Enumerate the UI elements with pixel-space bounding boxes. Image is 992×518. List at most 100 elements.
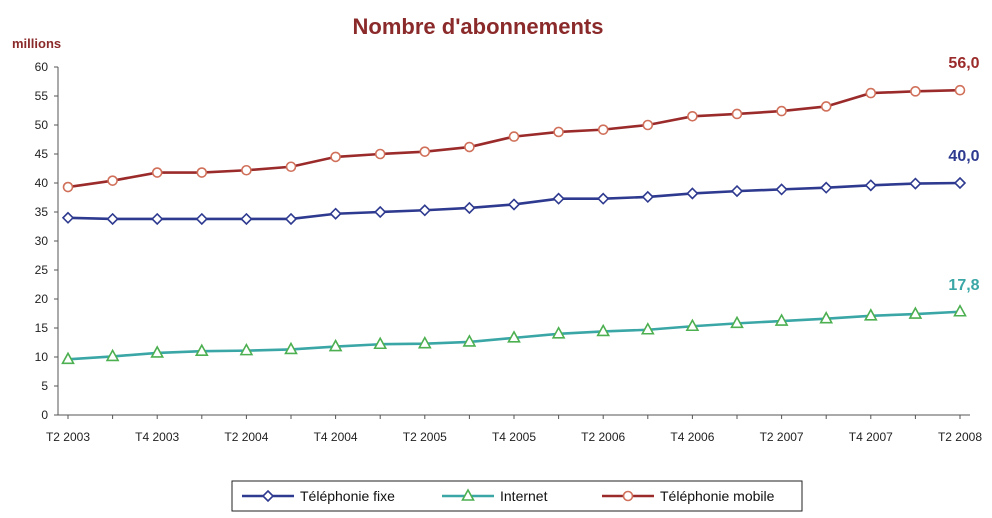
data-point bbox=[596, 323, 611, 337]
data-point bbox=[284, 341, 298, 355]
data-point bbox=[775, 183, 788, 196]
data-point bbox=[685, 318, 700, 332]
y-tick-label: 60 bbox=[35, 60, 49, 74]
x-tick-label: T4 2006 bbox=[670, 430, 714, 444]
y-tick-label: 50 bbox=[35, 118, 49, 132]
x-tick-label: T2 2005 bbox=[403, 430, 447, 444]
data-point bbox=[686, 187, 699, 200]
legend-box bbox=[231, 480, 803, 512]
data-point bbox=[373, 336, 388, 350]
data-point bbox=[508, 131, 520, 142]
data-point bbox=[507, 330, 521, 343]
data-point bbox=[240, 212, 253, 226]
data-point bbox=[597, 124, 609, 135]
data-point bbox=[640, 322, 655, 335]
data-point bbox=[687, 111, 698, 122]
y-tick-label: 55 bbox=[35, 89, 49, 103]
data-point bbox=[285, 161, 297, 173]
data-point bbox=[863, 308, 878, 321]
end-value-label: 17,8 bbox=[948, 277, 979, 294]
data-point bbox=[419, 146, 431, 157]
data-point bbox=[151, 212, 164, 226]
data-point bbox=[417, 335, 432, 349]
legend-marker bbox=[622, 490, 634, 502]
y-tick-label: 0 bbox=[41, 408, 48, 422]
data-point bbox=[954, 84, 966, 96]
legend-label: Téléphonie mobile bbox=[660, 488, 775, 504]
end-value-label: 40,0 bbox=[948, 148, 979, 165]
y-axis-unit-label: millions bbox=[12, 36, 61, 51]
data-point bbox=[908, 306, 923, 319]
data-point bbox=[62, 181, 74, 193]
data-point bbox=[910, 86, 921, 97]
legend-marker bbox=[261, 489, 275, 503]
data-point bbox=[820, 181, 833, 194]
legend-item: Internet bbox=[442, 488, 548, 504]
x-tick-label: T2 2004 bbox=[224, 430, 268, 444]
data-point bbox=[820, 101, 832, 112]
data-point bbox=[730, 315, 744, 329]
y-tick-label: 35 bbox=[35, 205, 49, 219]
data-point bbox=[642, 119, 654, 131]
y-tick-label: 30 bbox=[35, 234, 49, 248]
data-point bbox=[553, 126, 564, 138]
data-point bbox=[61, 351, 75, 365]
legend-label: Internet bbox=[500, 488, 548, 504]
data-point bbox=[730, 184, 744, 198]
data-point bbox=[464, 141, 475, 153]
data-point bbox=[107, 175, 118, 186]
series-t-l-phonie-mobile bbox=[62, 84, 966, 193]
data-point bbox=[463, 201, 476, 215]
y-tick-label: 10 bbox=[35, 350, 49, 364]
data-point bbox=[194, 343, 209, 357]
y-tick-label: 45 bbox=[35, 147, 49, 161]
data-point bbox=[374, 205, 387, 219]
data-point bbox=[61, 211, 75, 224]
y-tick-label: 20 bbox=[35, 292, 49, 306]
x-tick-label: T4 2003 bbox=[135, 430, 179, 444]
data-point bbox=[597, 192, 610, 205]
data-point bbox=[106, 212, 119, 226]
data-point bbox=[953, 176, 967, 190]
y-tick-label: 5 bbox=[41, 379, 48, 393]
data-point bbox=[819, 311, 834, 324]
data-point bbox=[551, 326, 566, 339]
data-point bbox=[151, 167, 163, 178]
data-point bbox=[641, 190, 654, 204]
data-point bbox=[196, 167, 208, 178]
data-point bbox=[953, 304, 967, 317]
x-tick-label: T4 2004 bbox=[314, 430, 358, 444]
data-point bbox=[507, 198, 521, 211]
x-tick-label: T2 2007 bbox=[760, 430, 804, 444]
data-point bbox=[462, 334, 477, 347]
data-point bbox=[284, 212, 298, 226]
x-tick-label: T2 2003 bbox=[46, 430, 90, 444]
series-layer bbox=[61, 84, 967, 365]
data-point bbox=[552, 192, 565, 205]
chart-title: Nombre d'abonnements bbox=[353, 14, 604, 39]
legend: Téléphonie fixe Internet Téléphonie mobile bbox=[231, 480, 803, 512]
data-point bbox=[909, 177, 922, 190]
y-tick-label: 40 bbox=[35, 176, 49, 190]
end-labels: 40,0 17,8 56,0 bbox=[948, 55, 979, 294]
y-tick-label: 25 bbox=[35, 263, 49, 277]
legend-item: Téléphonie fixe bbox=[242, 488, 395, 504]
legend-marker bbox=[461, 488, 475, 501]
legend-label: Téléphonie fixe bbox=[300, 488, 395, 504]
series-t-l-phonie-fixe bbox=[61, 176, 967, 226]
data-point bbox=[731, 108, 743, 120]
data-point bbox=[105, 348, 120, 362]
data-point bbox=[418, 204, 431, 217]
data-point bbox=[195, 212, 208, 226]
data-point bbox=[328, 338, 343, 352]
data-point bbox=[239, 342, 254, 356]
x-tick-label: T2 2006 bbox=[581, 430, 625, 444]
axes: 0 5 10 15 20 25 30 35 40 45 50 55 60 T2 2003 T4 2003 T2… bbox=[35, 60, 983, 444]
data-point bbox=[774, 313, 789, 326]
data-point bbox=[374, 148, 386, 160]
end-value-label: 56,0 bbox=[948, 55, 979, 72]
x-tick-label: T4 2007 bbox=[849, 430, 893, 444]
data-point bbox=[864, 179, 877, 192]
x-tick-label: T2 2008 bbox=[938, 430, 982, 444]
